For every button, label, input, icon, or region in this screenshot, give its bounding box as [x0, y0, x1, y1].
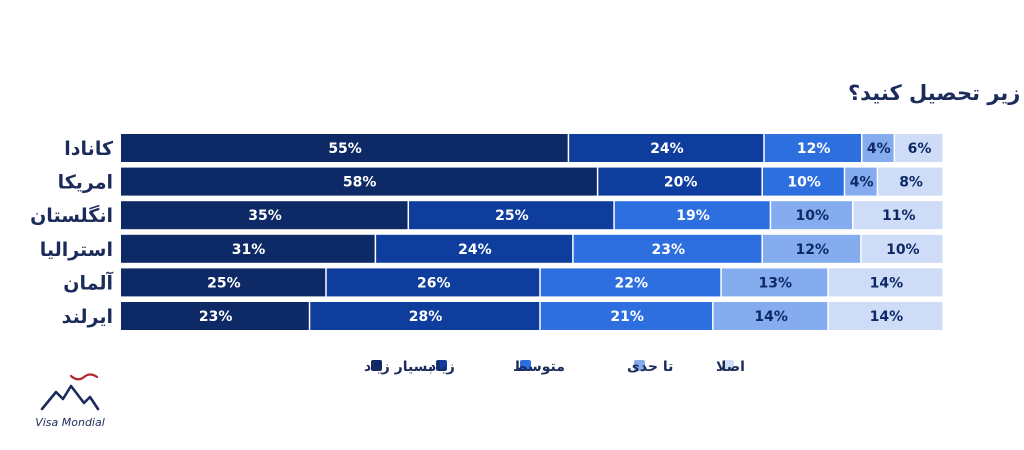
legend-swatch	[371, 360, 382, 371]
legend-label: زیاد	[429, 359, 455, 375]
bar-segment	[409, 201, 614, 230]
data-label: 6%	[908, 141, 932, 157]
data-label: 19%	[676, 208, 710, 224]
bar-segment	[862, 134, 894, 162]
data-label: 13%	[759, 275, 793, 291]
bar-segment	[121, 268, 326, 297]
data-label: 58%	[343, 175, 377, 191]
bar-segment	[828, 302, 943, 330]
data-label: 23%	[199, 309, 233, 325]
bar-segment	[878, 167, 943, 196]
category-labels: کانادا امریکا انگلستان استرالیا آلمان ایرلند	[30, 138, 114, 328]
data-label: 4%	[850, 175, 874, 191]
bar-segment	[540, 268, 721, 297]
legend-label: بسیار زیاد	[364, 359, 433, 375]
category-label: آلمان	[63, 270, 113, 294]
bar-segment	[713, 302, 828, 330]
bar-segment	[614, 201, 770, 230]
data-label: 11%	[882, 208, 916, 224]
bar-segment	[764, 134, 862, 162]
bar-segment	[121, 201, 408, 230]
legend-label: متوسط	[513, 359, 565, 375]
data-label: 14%	[870, 309, 904, 325]
bar-segment	[828, 268, 943, 297]
legend-swatch	[723, 360, 734, 371]
category-label: انگلستان	[30, 204, 113, 227]
bar-segment	[573, 234, 762, 263]
legend-swatch	[520, 360, 531, 371]
data-label: 10%	[886, 242, 920, 258]
bar-segment	[762, 234, 861, 263]
bar-segment	[598, 167, 762, 196]
logo-accent-icon	[69, 373, 99, 381]
bar-segment	[310, 302, 540, 330]
data-label: 21%	[610, 309, 644, 325]
bars-group: 55% 24% 12% 4% 6% 58% 20% 10% 4% 8% 35% 25% 19% 10% 11…	[121, 134, 943, 330]
data-label: 55%	[328, 141, 362, 157]
data-label: 4%	[867, 141, 891, 157]
category-label: ایرلند	[62, 306, 113, 328]
data-label: 24%	[458, 242, 492, 258]
data-label: 25%	[207, 275, 241, 291]
bar-segment	[376, 234, 573, 263]
data-label: 22%	[615, 275, 649, 291]
data-label: 28%	[409, 309, 443, 325]
data-label: 14%	[870, 275, 904, 291]
category-label: امریکا	[58, 172, 113, 194]
data-label: 24%	[650, 141, 684, 157]
category-label: استرالیا	[40, 239, 113, 261]
data-label: 14%	[754, 309, 788, 325]
bar-segment	[121, 234, 375, 263]
bar-segment	[326, 268, 540, 297]
bar-segment	[845, 167, 877, 196]
brand-text: Visa Mondial	[35, 416, 105, 429]
bar-segment	[853, 201, 943, 230]
legend-label: تا حدی	[627, 359, 673, 375]
data-label: 31%	[232, 242, 266, 258]
data-label: 25%	[495, 208, 529, 224]
bar-segment	[121, 302, 309, 330]
data-label: 10%	[796, 208, 830, 224]
chart-title: سوال نظرسنجی: تا چه میزان علاقه دارید در…	[848, 81, 1024, 105]
bar-segment	[771, 201, 852, 230]
bar-segment	[569, 134, 764, 162]
data-label: 35%	[248, 208, 282, 224]
data-label: 26%	[417, 275, 451, 291]
category-label: کانادا	[64, 138, 114, 160]
data-label: 20%	[664, 175, 698, 191]
data-label: 8%	[899, 175, 923, 191]
data-label: 23%	[652, 242, 686, 258]
bar-segment	[540, 302, 713, 330]
bar-segment	[121, 134, 568, 162]
data-label: 12%	[797, 141, 831, 157]
legend-swatch	[436, 360, 447, 371]
data-label: 12%	[796, 242, 830, 258]
legend-swatch	[634, 360, 645, 371]
bar-segment	[861, 234, 943, 263]
legend-label: اصلا	[716, 359, 745, 375]
data-label: 10%	[787, 175, 821, 191]
bar-segment	[121, 167, 597, 196]
bar-segment	[895, 134, 943, 162]
bar-segment	[762, 167, 844, 196]
bar-segment	[721, 268, 828, 297]
mountain-logo-icon	[40, 384, 100, 411]
brand-logo: Visa Mondial	[35, 373, 105, 429]
